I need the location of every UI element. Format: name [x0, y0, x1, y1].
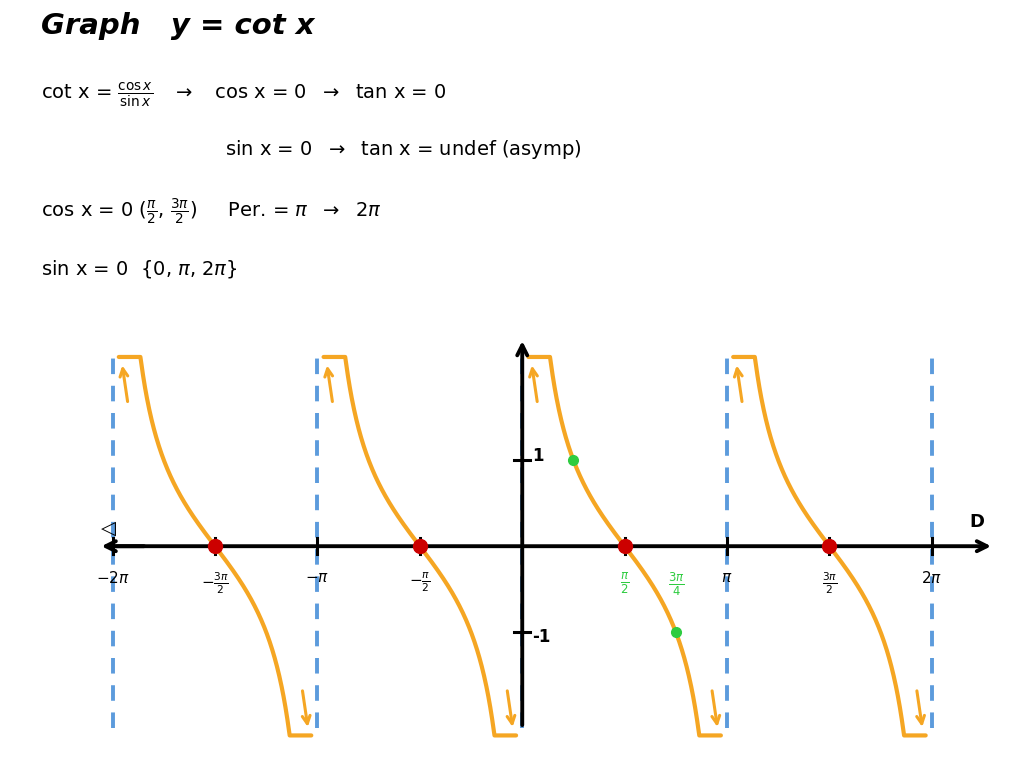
Text: $-2\pi$: $-2\pi$: [95, 571, 130, 586]
Text: ◁: ◁: [100, 518, 116, 538]
Text: -1: -1: [532, 627, 550, 646]
Text: sin x = 0  {0, $\pi$, 2$\pi$}: sin x = 0 {0, $\pi$, 2$\pi$}: [41, 258, 238, 280]
Text: cos x = 0 ($\frac{\pi}{2}$, $\frac{3\pi}{2}$)     Per. = $\pi$  $\rightarrow$  2: cos x = 0 ($\frac{\pi}{2}$, $\frac{3\pi}…: [41, 197, 382, 227]
Text: $\frac{3\pi}{4}$: $\frac{3\pi}{4}$: [668, 571, 684, 598]
Text: $-\frac{\pi}{2}$: $-\frac{\pi}{2}$: [409, 571, 431, 594]
Text: Graph   y = cot x: Graph y = cot x: [41, 12, 314, 40]
Text: $-\frac{3\pi}{2}$: $-\frac{3\pi}{2}$: [201, 571, 229, 596]
Text: $-\pi$: $-\pi$: [305, 571, 330, 585]
Text: $\pi$: $\pi$: [721, 571, 733, 585]
Text: $2\pi$: $2\pi$: [922, 571, 942, 586]
Text: sin x = 0  $\rightarrow$  tan x = undef (asymp): sin x = 0 $\rightarrow$ tan x = undef (a…: [225, 138, 582, 161]
Text: $\frac{3\pi}{2}$: $\frac{3\pi}{2}$: [822, 571, 837, 596]
Text: $\frac{\pi}{2}$: $\frac{\pi}{2}$: [620, 571, 630, 596]
Text: D: D: [970, 513, 985, 531]
Text: 1: 1: [532, 447, 544, 465]
Text: cot x = $\frac{\cos x}{\sin x}$   $\rightarrow$   cos x = 0  $\rightarrow$  tan : cot x = $\frac{\cos x}{\sin x}$ $\righta…: [41, 80, 446, 109]
